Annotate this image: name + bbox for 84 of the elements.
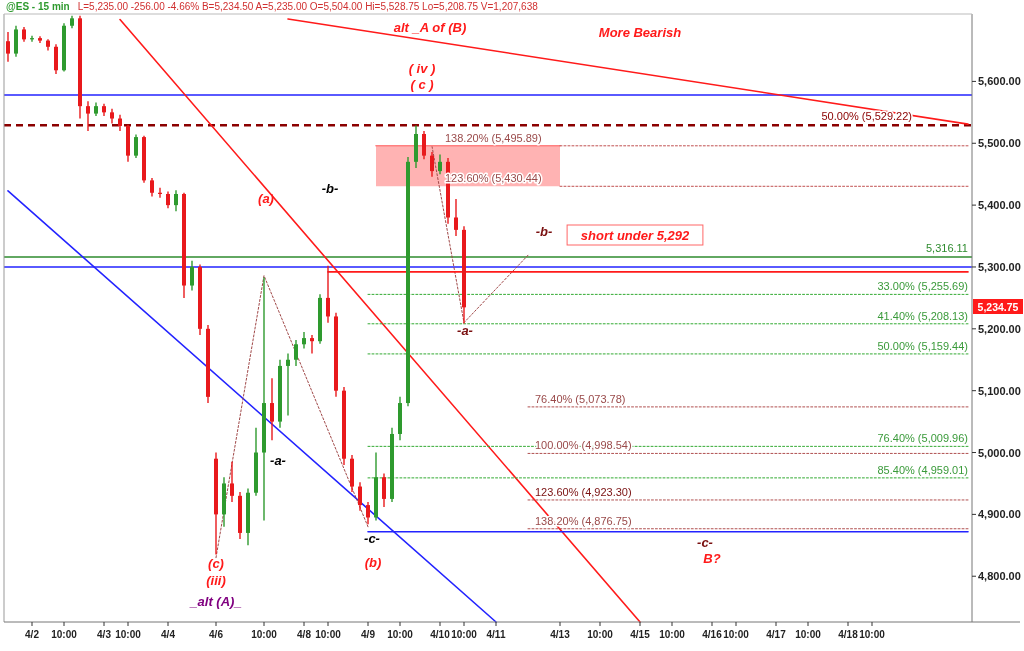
annotation: -c-	[364, 531, 380, 546]
annotation: B?	[703, 551, 721, 566]
annotation: (a)	[258, 191, 274, 206]
x-tick-label: 4/17	[766, 629, 787, 640]
x-tick-label: 10:00	[51, 629, 78, 640]
annotation: 123.60% (4,923.30)	[535, 485, 632, 498]
x-tick-label: 10:00	[315, 629, 342, 640]
x-tick-label: 4/10	[430, 629, 451, 640]
x-tick-label: 10:00	[587, 629, 614, 640]
y-tick-label: 4,900.00	[978, 508, 1021, 521]
x-tick-label: 4/4	[161, 629, 176, 640]
candlestick	[366, 501, 370, 525]
annotation: More Bearish	[598, 25, 682, 40]
y-tick-label: 5,400.00	[978, 199, 1021, 212]
annotation: -b-	[321, 181, 339, 196]
annotation: _alt (A)_	[189, 594, 242, 609]
x-tick-label: 10:00	[795, 629, 822, 640]
annotation: 50.00% (5,159.44)	[877, 339, 968, 352]
candlestick	[150, 177, 154, 198]
candlestick	[134, 133, 138, 159]
x-tick-label: 4/18	[838, 629, 859, 640]
candlestick	[438, 153, 442, 175]
annotation: 41.40% (5,208.13)	[877, 309, 968, 322]
candlestick	[326, 265, 330, 324]
annotation: 85.40% (4,959.01)	[877, 463, 968, 476]
annotation: (iii)	[206, 573, 226, 588]
y-tick-label: 5,000.00	[978, 446, 1021, 459]
x-tick-label: 4/11	[486, 629, 506, 640]
candlestick	[174, 189, 178, 213]
annotation: -a-	[457, 323, 473, 338]
x-tick-label: 4/8	[297, 629, 312, 640]
y-tick-label: 5,300.00	[978, 260, 1021, 273]
x-tick-label: 10:00	[451, 629, 478, 640]
annotation: -c-	[697, 535, 713, 550]
y-tick-label: 5,500.00	[978, 137, 1021, 150]
x-tick-label: 4/3	[97, 629, 112, 640]
annotation: ( iv )	[408, 61, 436, 76]
x-tick-label: 10:00	[659, 629, 686, 640]
candlestick	[358, 481, 362, 512]
candlestick	[454, 198, 458, 237]
x-tick-label: 10:00	[859, 629, 886, 640]
annotation: 76.40% (5,009.96)	[877, 432, 968, 445]
y-tick-label: 5,200.00	[978, 322, 1021, 335]
x-tick-label: 4/16	[702, 629, 723, 640]
candlestick	[6, 31, 10, 63]
annotation: (c)	[208, 556, 224, 571]
x-tick-label: 4/2	[25, 629, 40, 640]
candlestick	[302, 331, 306, 350]
x-tick-label: 10:00	[723, 629, 750, 640]
annotation: -a-	[270, 453, 286, 468]
candlestick	[54, 43, 58, 75]
candlestick	[382, 472, 386, 508]
candlestick	[230, 461, 234, 503]
x-tick-label: 4/13	[550, 629, 571, 640]
candlestick	[430, 151, 434, 178]
annotation: ( c )	[410, 77, 434, 92]
y-tick-label: 5,100.00	[978, 384, 1021, 397]
ref-line-label: 50.00% (5,529.22)	[821, 110, 912, 123]
x-tick-label: 10:00	[115, 629, 142, 640]
annotation: (b)	[364, 555, 382, 570]
x-tick-label: 4/15	[630, 629, 651, 640]
x-tick-label: 4/9	[361, 629, 376, 640]
ref-line-label: 5,316.11	[925, 242, 968, 255]
candlestick	[294, 339, 298, 367]
candlestick	[422, 130, 426, 161]
annotation: -b-	[535, 224, 553, 239]
y-tick-label: 4,800.00	[978, 570, 1021, 583]
candlestick	[286, 352, 290, 417]
annotation: short under 5,292	[580, 228, 690, 243]
annotation: 76.40% (5,073.78)	[535, 392, 626, 405]
chart-title: @ES - 15 min	[6, 1, 70, 12]
chart-subtitle: L=5,235.00 -256.00 -4.66% B=5,234.50 A=5,235.00 O=5,504.00 Hi=5,528.75 Lo=5,208.75 V=1,207,638	[77, 1, 539, 12]
annotation: 33.00% (5,255.69)	[877, 280, 968, 293]
annotation: 138.20% (5,495.89)	[445, 131, 542, 144]
candlestick	[190, 260, 194, 292]
x-tick-label: 10:00	[251, 629, 278, 640]
candlestick	[270, 377, 274, 441]
annotation: alt _A of (B)	[393, 20, 467, 35]
x-tick-label: 4/6	[209, 629, 224, 640]
y-tick-label: 5,600.00	[978, 75, 1021, 88]
text: 5,234.75	[977, 301, 1019, 313]
x-tick-label: 10:00	[387, 629, 414, 640]
candlestick	[310, 334, 314, 355]
candlestick	[86, 100, 90, 132]
